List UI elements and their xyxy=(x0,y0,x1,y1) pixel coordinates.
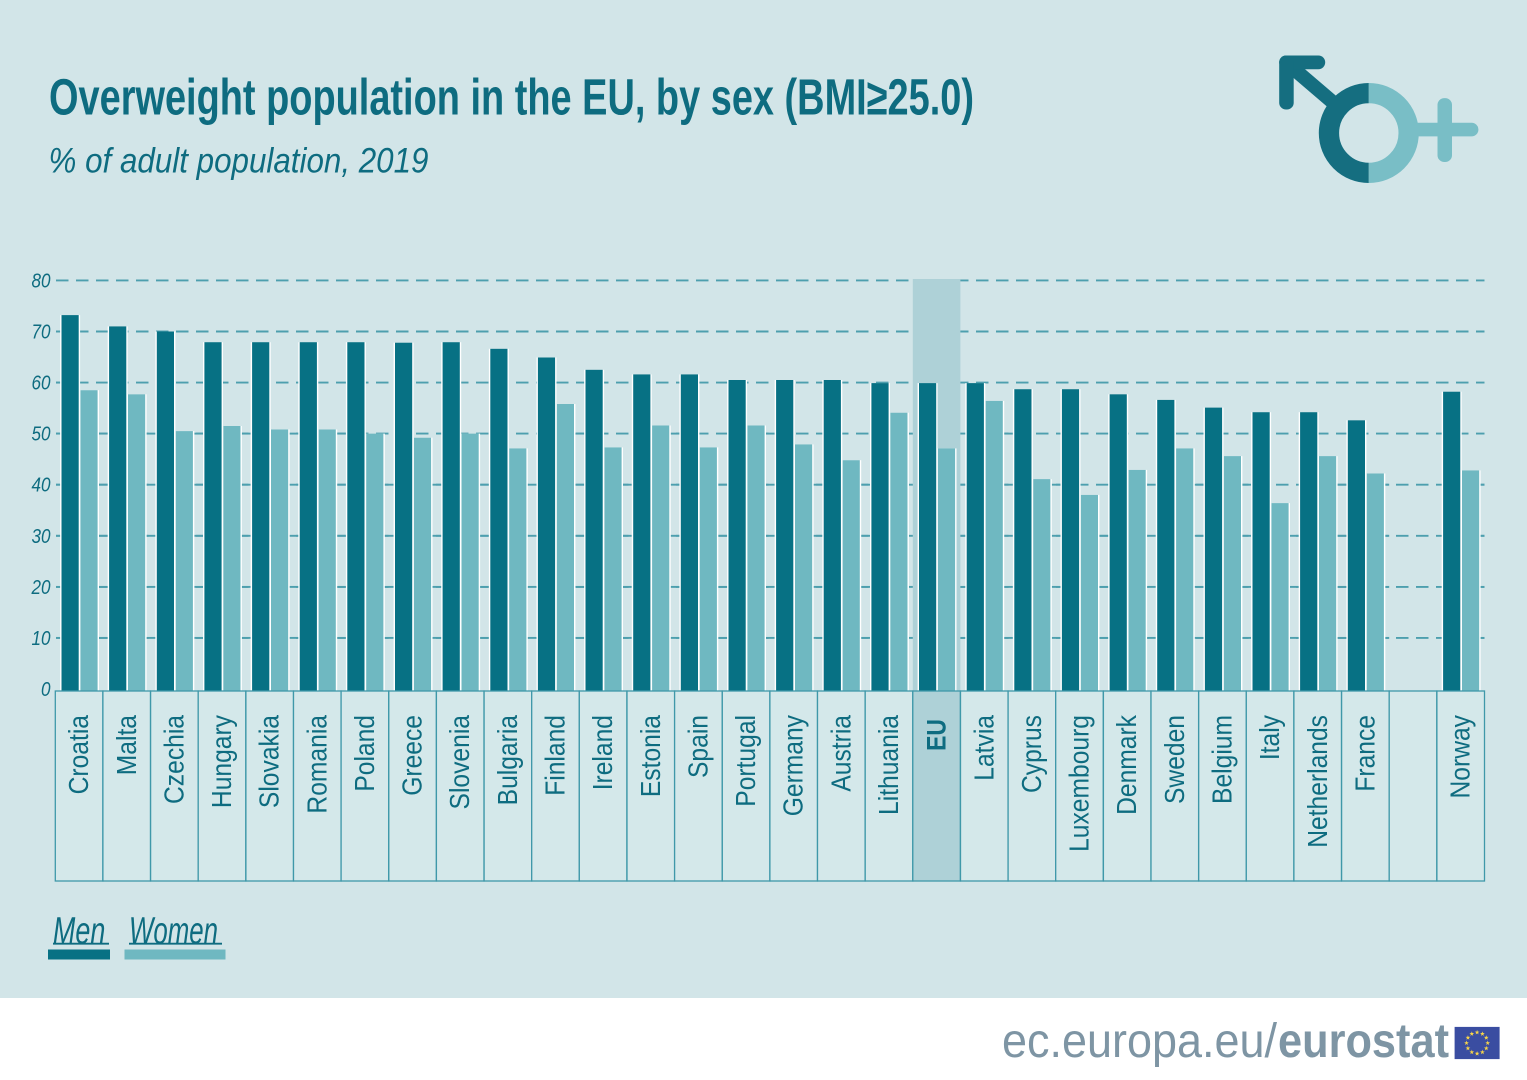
svg-text:eurostat: eurostat xyxy=(1278,1015,1449,1068)
svg-text:20: 20 xyxy=(31,576,51,599)
svg-text:% of adult population, 2019: % of adult population, 2019 xyxy=(49,142,429,181)
svg-text:France: France xyxy=(1349,715,1381,792)
svg-text:30: 30 xyxy=(32,525,51,548)
svg-text:Slovakia: Slovakia xyxy=(253,715,285,808)
svg-text:50: 50 xyxy=(32,423,51,446)
svg-text:Malta: Malta xyxy=(110,715,142,776)
svg-text:Germany: Germany xyxy=(777,714,809,816)
svg-text:Netherlands: Netherlands xyxy=(1301,715,1333,848)
svg-text:Spain: Spain xyxy=(682,715,714,778)
svg-text:10: 10 xyxy=(32,627,51,650)
svg-text:Austria: Austria xyxy=(825,715,857,792)
svg-text:Estonia: Estonia xyxy=(634,715,666,797)
svg-text:Poland: Poland xyxy=(349,715,381,792)
svg-text:Women: Women xyxy=(129,910,218,952)
svg-text:0: 0 xyxy=(41,678,51,701)
svg-text:Bulgaria: Bulgaria xyxy=(491,715,523,806)
svg-text:Ireland: Ireland xyxy=(587,715,619,790)
svg-text:Denmark: Denmark xyxy=(1111,714,1143,815)
svg-text:40: 40 xyxy=(32,474,51,497)
svg-text:Romania: Romania xyxy=(301,715,333,814)
svg-text:Belgium: Belgium xyxy=(1206,715,1238,804)
svg-text:Men: Men xyxy=(53,910,105,952)
svg-text:Greece: Greece xyxy=(396,715,428,796)
svg-text:Croatia: Croatia xyxy=(63,715,95,795)
svg-text:Hungary: Hungary xyxy=(206,714,238,808)
svg-text:Overweight population in the E: Overweight population in the EU, by sex … xyxy=(49,69,974,126)
svg-text:Sweden: Sweden xyxy=(1158,715,1190,804)
svg-text:Slovenia: Slovenia xyxy=(444,715,476,810)
svg-text:Cyprus: Cyprus xyxy=(1015,715,1047,793)
svg-text:70: 70 xyxy=(32,321,51,344)
svg-text:Latvia: Latvia xyxy=(968,715,1000,781)
svg-text:Finland: Finland xyxy=(539,715,571,796)
svg-text:60: 60 xyxy=(32,372,51,395)
svg-text:ec.europa.eu/: ec.europa.eu/ xyxy=(1002,1015,1278,1068)
svg-text:Portugal: Portugal xyxy=(730,715,762,807)
svg-text:80: 80 xyxy=(32,269,51,292)
svg-text:Luxembourg: Luxembourg xyxy=(1063,715,1095,852)
svg-text:EU: EU xyxy=(922,719,952,751)
svg-text:Norway: Norway xyxy=(1444,714,1476,798)
svg-text:Czechia: Czechia xyxy=(158,715,190,804)
svg-text:Italy: Italy xyxy=(1254,714,1286,760)
svg-text:Lithuania: Lithuania xyxy=(873,715,905,815)
